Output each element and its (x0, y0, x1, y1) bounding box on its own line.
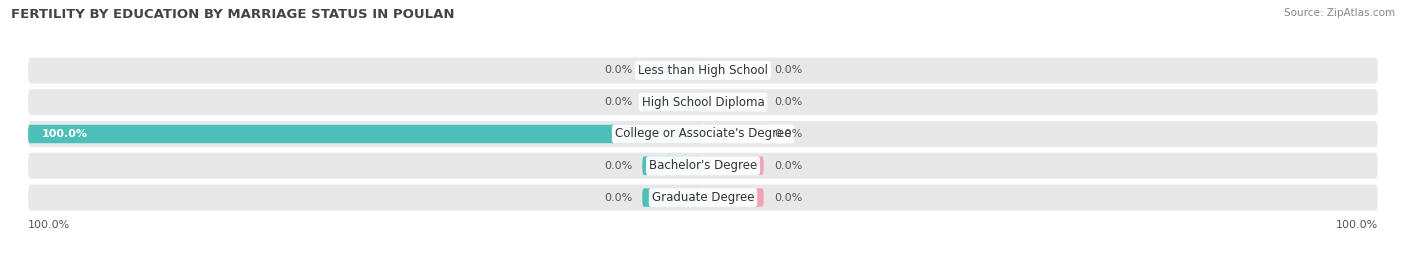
FancyBboxPatch shape (28, 121, 1378, 147)
Text: 0.0%: 0.0% (773, 192, 801, 203)
FancyBboxPatch shape (703, 93, 763, 111)
Text: 0.0%: 0.0% (605, 161, 633, 171)
Text: 0.0%: 0.0% (773, 161, 801, 171)
FancyBboxPatch shape (643, 188, 703, 207)
FancyBboxPatch shape (28, 125, 703, 143)
Text: FERTILITY BY EDUCATION BY MARRIAGE STATUS IN POULAN: FERTILITY BY EDUCATION BY MARRIAGE STATU… (11, 8, 454, 21)
FancyBboxPatch shape (703, 157, 763, 175)
FancyBboxPatch shape (643, 157, 703, 175)
Text: 100.0%: 100.0% (42, 129, 87, 139)
Text: 0.0%: 0.0% (605, 192, 633, 203)
FancyBboxPatch shape (643, 61, 703, 80)
Text: Source: ZipAtlas.com: Source: ZipAtlas.com (1284, 8, 1395, 18)
Text: 0.0%: 0.0% (773, 65, 801, 76)
Text: College or Associate's Degree: College or Associate's Degree (614, 128, 792, 140)
Text: 0.0%: 0.0% (605, 65, 633, 76)
Text: 0.0%: 0.0% (773, 129, 801, 139)
Text: 0.0%: 0.0% (773, 97, 801, 107)
FancyBboxPatch shape (703, 125, 763, 143)
Text: Less than High School: Less than High School (638, 64, 768, 77)
Text: 100.0%: 100.0% (28, 220, 70, 230)
FancyBboxPatch shape (703, 188, 763, 207)
Text: Bachelor's Degree: Bachelor's Degree (650, 159, 756, 172)
FancyBboxPatch shape (28, 89, 1378, 115)
Text: 0.0%: 0.0% (605, 97, 633, 107)
FancyBboxPatch shape (28, 153, 1378, 179)
FancyBboxPatch shape (643, 93, 703, 111)
Text: 100.0%: 100.0% (1336, 220, 1378, 230)
FancyBboxPatch shape (28, 184, 1378, 211)
FancyBboxPatch shape (703, 61, 763, 80)
Text: High School Diploma: High School Diploma (641, 96, 765, 109)
Text: Graduate Degree: Graduate Degree (652, 191, 754, 204)
FancyBboxPatch shape (28, 57, 1378, 84)
